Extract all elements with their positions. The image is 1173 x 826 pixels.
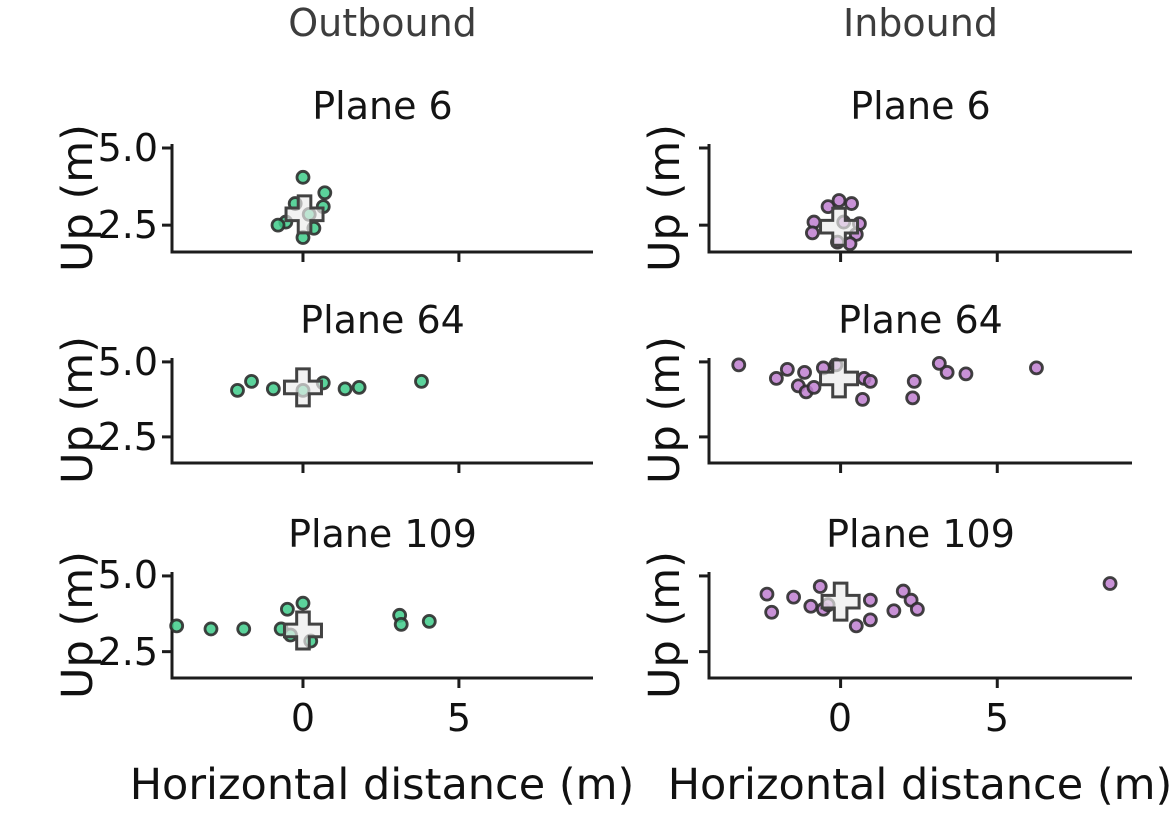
scatter-point xyxy=(169,618,185,634)
scatter-point xyxy=(862,373,878,389)
subplot-title-outbound-plane64: Plane 64 xyxy=(300,298,465,342)
ytick-label-2.5-row2: 2.5 xyxy=(97,415,158,459)
mean-plus-marker xyxy=(282,610,323,651)
ytick-label-5.0-row2: 5.0 xyxy=(97,340,158,384)
axes-spine xyxy=(170,358,593,465)
scatter-point xyxy=(236,621,252,637)
axes-spine xyxy=(707,144,1132,254)
scatter-point xyxy=(203,621,219,637)
scatter-point xyxy=(768,370,784,386)
scatter-point xyxy=(895,583,911,599)
ylabel-outbound-row3: Up (m) xyxy=(53,551,103,699)
scatter-point xyxy=(1029,360,1044,376)
scatter-point xyxy=(393,616,409,632)
ytick-label-2.5-row3: 2.5 xyxy=(97,630,158,674)
xlabel-outbound: Horizontal distance (m) xyxy=(129,760,635,810)
scatter-point xyxy=(848,618,864,634)
ylabel-outbound-row2: Up (m) xyxy=(53,336,103,484)
scatter-point xyxy=(831,193,847,208)
xtick-label-5-outbound: 5 xyxy=(446,696,472,740)
scatter-point xyxy=(931,355,947,371)
scatter-point xyxy=(958,366,974,382)
scatter-point xyxy=(886,603,902,619)
ylabel-inbound-row2: Up (m) xyxy=(640,336,690,484)
xlabel-inbound: Horizontal distance (m) xyxy=(667,760,1173,810)
column-header-outbound: Outbound xyxy=(288,1,477,45)
mean-plus-marker xyxy=(819,358,860,399)
subplot-title-outbound-plane109: Plane 109 xyxy=(288,512,477,556)
ytick-label-5.0-row3: 5.0 xyxy=(97,553,158,597)
scatter-point xyxy=(759,586,775,602)
scatter-point xyxy=(905,390,921,406)
scatter-point xyxy=(764,604,780,620)
subplot-title-inbound-plane64: Plane 64 xyxy=(838,298,1003,342)
scatter-point xyxy=(855,391,870,407)
scatter-point xyxy=(862,592,878,608)
scatter-point xyxy=(317,185,333,201)
scatter-point xyxy=(279,601,295,617)
scatter-point xyxy=(244,373,259,389)
scatter-point xyxy=(230,382,245,398)
scatter-point xyxy=(820,199,836,215)
ytick-label-5.0-row1: 5.0 xyxy=(97,126,158,170)
ytick-label-2.5-row1: 2.5 xyxy=(97,203,158,247)
xtick-label-0-inbound: 0 xyxy=(827,696,853,740)
scatter-point xyxy=(805,225,820,241)
ylabel-inbound-row3: Up (m) xyxy=(640,551,690,699)
scatter-point xyxy=(779,361,795,377)
scatter-point xyxy=(414,373,429,389)
subplot-title-outbound-plane6: Plane 6 xyxy=(312,84,453,128)
scatter-point xyxy=(265,381,281,397)
axes-spine xyxy=(170,144,593,254)
scatter-point xyxy=(939,364,955,380)
scatter-point xyxy=(812,579,828,594)
scatter-point xyxy=(270,217,286,233)
scatter-point xyxy=(862,612,878,628)
scatter-point xyxy=(786,589,801,605)
xtick-label-0-outbound: 0 xyxy=(290,696,316,740)
xtick-label-5-inbound: 5 xyxy=(984,696,1010,740)
scatter-point xyxy=(906,373,922,389)
scatter-point xyxy=(421,613,437,629)
mean-plus-marker xyxy=(819,206,860,247)
scatter-point xyxy=(797,364,812,380)
ylabel-inbound-row1: Up (m) xyxy=(640,124,690,272)
mean-plus-marker xyxy=(284,194,325,235)
scatter-point xyxy=(337,381,353,397)
scatter-point xyxy=(1102,576,1118,591)
scatter-point xyxy=(803,598,819,614)
mean-plus-marker xyxy=(282,367,323,408)
ylabel-outbound-row1: Up (m) xyxy=(53,124,103,272)
scatter-point xyxy=(295,169,311,185)
subplot-title-inbound-plane109: Plane 109 xyxy=(826,512,1015,556)
scatter-point xyxy=(295,595,311,611)
scatter-point xyxy=(909,601,925,617)
scatter-point xyxy=(731,357,747,373)
column-header-inbound: Inbound xyxy=(843,1,998,45)
axes-spine xyxy=(707,572,1132,680)
axes-spine xyxy=(170,572,593,680)
scatter-point xyxy=(351,379,367,395)
scatter-point xyxy=(844,196,859,211)
mean-plus-marker xyxy=(820,581,861,622)
axes-spine xyxy=(707,358,1132,465)
subplot-title-inbound-plane6: Plane 6 xyxy=(850,84,991,128)
scatter-point xyxy=(806,379,822,395)
